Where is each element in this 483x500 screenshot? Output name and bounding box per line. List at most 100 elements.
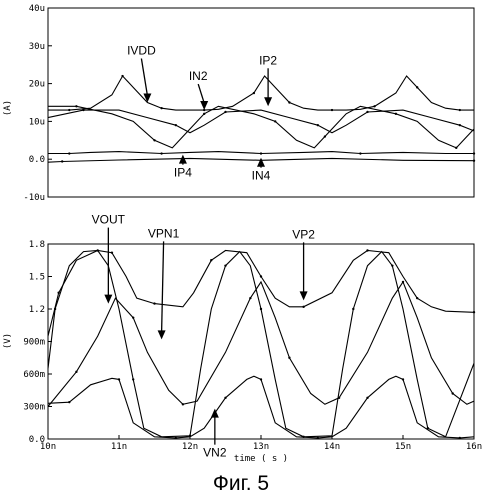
annotation-label-vn2: VN2	[203, 446, 227, 460]
point-vp2	[57, 291, 60, 294]
point-vp2	[366, 249, 369, 252]
voltage-y-tick-label: 900m	[23, 338, 45, 348]
point-ip2	[394, 112, 398, 116]
current-y-tick-label: -10u	[23, 193, 45, 203]
voltage-x-tick-label: 12n	[182, 442, 198, 452]
voltage-y-tick-label: 600m	[23, 370, 45, 380]
current-y-tick-label: 20u	[29, 80, 45, 90]
point-ivdd	[68, 108, 71, 112]
annotation-label-ip2: IP2	[259, 53, 277, 67]
current-y-tick-label: 0.0	[29, 155, 45, 165]
annotation-label-ip4: IP4	[174, 166, 192, 180]
point-vp2	[210, 259, 213, 262]
voltage-x-tick-label: 13n	[253, 442, 269, 452]
point-vn2	[224, 396, 227, 400]
point-ivdd	[373, 105, 376, 108]
voltage-chart: (V) 1.8 1.5 1.2 900m 600m 300m 0.0 10n 11n 12n 13…	[3, 213, 482, 464]
annotation-arrowhead-ip2	[264, 97, 273, 107]
series-vout	[47, 249, 475, 438]
point-ivdd	[252, 91, 256, 95]
point-vp2	[153, 302, 156, 305]
point-vout	[259, 307, 263, 311]
voltage-x-tick-label: 16n	[466, 442, 482, 452]
voltage-y-tick-label: 1.5	[29, 273, 45, 283]
point-in2	[316, 123, 319, 127]
point-vpn1	[288, 356, 291, 359]
annotation-arrowhead-ivdd	[143, 93, 152, 103]
voltage-chart-y-unit: (V)	[3, 333, 13, 349]
voltage-x-tick-label: 11n	[111, 442, 127, 452]
series-vn2	[47, 375, 475, 439]
point-vn2	[68, 400, 71, 404]
series-vp2	[47, 249, 475, 337]
point-ip4	[472, 152, 476, 155]
point-ip4	[160, 152, 163, 155]
point-in2	[224, 110, 227, 114]
voltage-chart-x-axis-label: time ( s )	[234, 454, 288, 464]
current-y-tick-label: 10u	[29, 117, 45, 127]
point-vpn1	[337, 396, 341, 400]
voltage-x-tick-label: 14n	[324, 442, 340, 452]
point-vn2	[401, 378, 405, 381]
current-y-tick-label: 40u	[29, 4, 45, 14]
annotation-label-ivdd: IVDD	[127, 44, 156, 58]
annotation-arrowhead-in2	[200, 101, 209, 111]
point-vp2	[302, 305, 305, 309]
point-vpn1	[451, 392, 454, 395]
point-vpn1	[132, 316, 135, 319]
voltage-x-tick-label: 10n	[40, 442, 56, 452]
point-ivdd	[416, 86, 419, 89]
annotation-arrowhead-vout	[104, 294, 113, 304]
point-in2	[82, 108, 85, 112]
current-chart-y-unit: (A)	[3, 100, 13, 116]
voltage-x-tick-label: 15n	[395, 442, 411, 452]
point-in2	[174, 123, 177, 127]
annotation-label-vp2: VP2	[292, 227, 315, 241]
point-in2	[366, 110, 369, 114]
annotation-arrowhead-vp2	[299, 291, 308, 301]
series-ivdd	[48, 75, 474, 111]
annotation-label-vout: VOUT	[92, 213, 126, 227]
point-vpn1	[401, 280, 405, 284]
series-in4	[47, 157, 475, 163]
point-ip2	[153, 139, 156, 142]
point-vpn1	[181, 403, 185, 406]
annotation-arrowhead-in4	[257, 157, 265, 167]
point-vn2	[117, 378, 121, 381]
point-vn2	[316, 436, 319, 440]
point-vp2	[472, 311, 476, 314]
voltage-y-tick-label: 0.0	[29, 435, 45, 445]
point-ip2	[274, 120, 277, 123]
annotation-label-vpn1: VPN1	[148, 226, 180, 240]
point-ivdd	[288, 101, 291, 104]
point-vp2	[259, 275, 263, 278]
series-ip2	[48, 105, 475, 149]
point-vn2	[458, 436, 461, 440]
point-ip2	[203, 112, 206, 116]
point-ip2	[455, 146, 458, 150]
figure-caption: Фиг. 5	[213, 472, 269, 495]
point-ivdd	[458, 108, 461, 112]
annotation-arrow-ivdd	[140, 58, 149, 96]
point-vn2	[174, 436, 177, 440]
point-vout	[132, 378, 135, 381]
point-vpn1	[249, 296, 252, 300]
voltage-y-tick-label: 1.2	[29, 305, 45, 315]
annotation-arrowhead-ip4	[178, 154, 187, 164]
current-chart-frame	[47, 7, 475, 198]
annotation-arrow-vpn1	[160, 241, 165, 333]
point-ip2	[323, 135, 327, 138]
annotation-label-in4: IN4	[252, 169, 271, 183]
point-vout	[352, 307, 355, 311]
point-ivdd	[121, 74, 124, 78]
point-ip4	[359, 152, 362, 155]
point-ip2	[75, 105, 78, 108]
series-in2	[47, 109, 475, 134]
current-chart: (A) 40u 30u 20u 10u 0.0 -10u IVDD IN2 IP2 IP4 IN4	[3, 4, 476, 203]
point-vpn1	[75, 370, 78, 374]
current-y-tick-label: 30u	[29, 42, 45, 52]
annotation-arrow-in2	[197, 83, 205, 104]
point-vn2	[259, 378, 263, 381]
annotation-arrowhead-vn2	[210, 408, 219, 418]
